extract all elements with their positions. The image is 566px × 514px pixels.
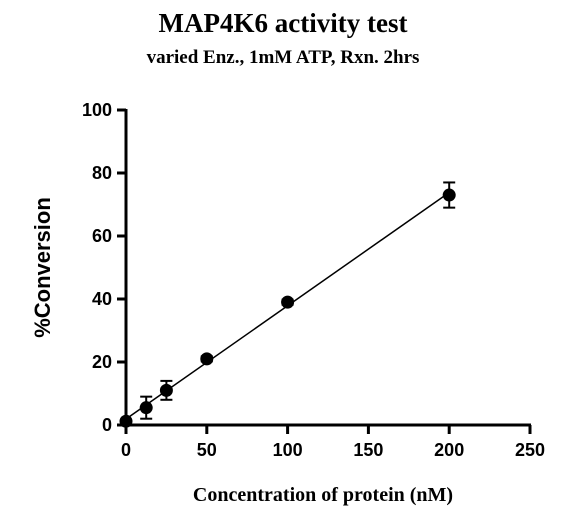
y-tick-label: 60 <box>92 226 112 246</box>
data-point <box>119 414 133 428</box>
x-tick-label: 50 <box>197 440 217 460</box>
y-axis-label: %Conversion <box>30 197 55 338</box>
y-tick-label: 40 <box>92 289 112 309</box>
y-tick-label: 80 <box>92 163 112 183</box>
chart-title: MAP4K6 activity test <box>158 8 408 38</box>
x-tick-label: 200 <box>434 440 464 460</box>
data-point <box>442 188 456 202</box>
y-tick-label: 100 <box>82 100 112 120</box>
data-point <box>159 383 173 397</box>
chart-subtitle: varied Enz., 1mM ATP, Rxn. 2hrs <box>146 47 420 68</box>
x-tick-label: 0 <box>121 440 131 460</box>
y-tick-label: 0 <box>102 415 112 435</box>
data-point <box>139 401 153 415</box>
x-axis-label: Concentration of protein (nM) <box>193 484 453 506</box>
y-tick-label: 20 <box>92 352 112 372</box>
data-point <box>200 352 214 366</box>
x-tick-label: 250 <box>515 440 545 460</box>
data-point <box>281 295 295 309</box>
x-tick-label: 100 <box>273 440 303 460</box>
x-tick-label: 150 <box>353 440 383 460</box>
